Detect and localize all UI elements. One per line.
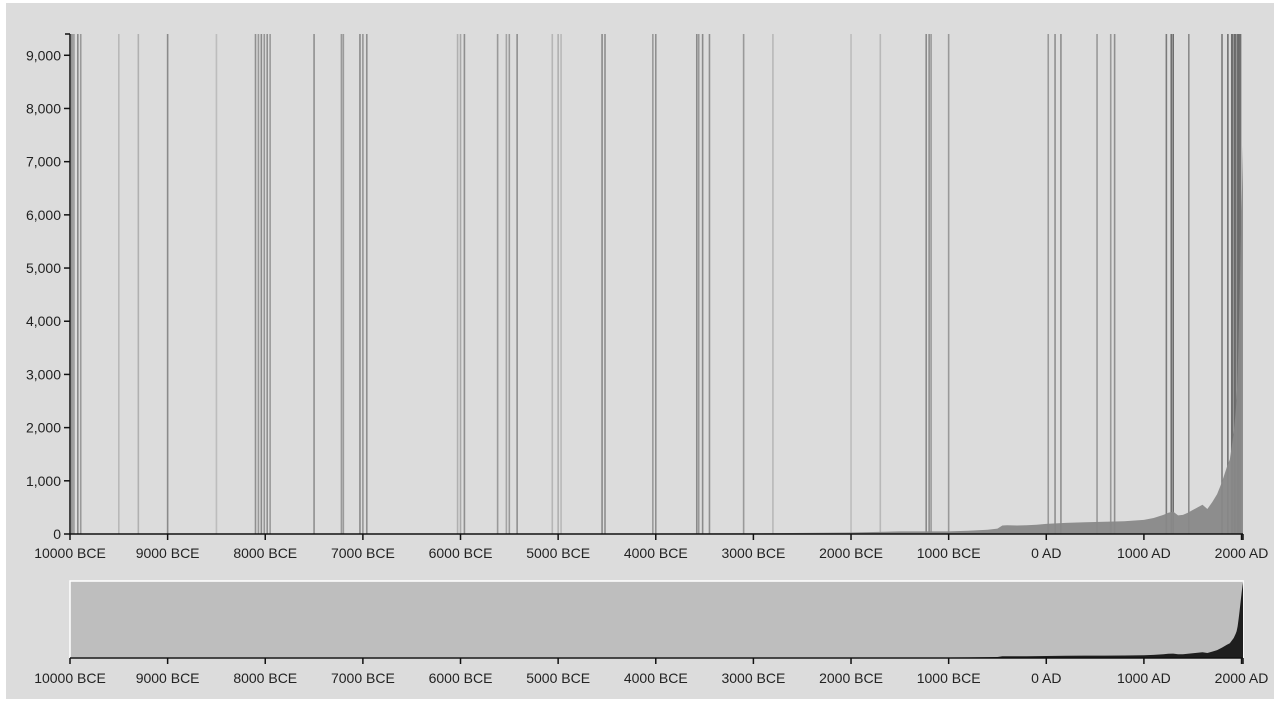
x-tick-label: 9000 BCE: [136, 545, 200, 561]
focus-x-axis: 10000 BCE 9000 BCE 8000 BCE 7000 BCE 6000 BC…: [34, 533, 1269, 561]
x-tick-label: 2000 BCE: [819, 545, 883, 561]
x-tick-label: 3000 BCE: [721, 545, 785, 561]
context-x-tick-label: 10000 BCE: [34, 670, 106, 686]
y-tick-label: 8,000: [26, 100, 61, 116]
y-tick-label: 0: [53, 526, 61, 542]
focus-chart: 0 1,000 2,000 3,000 4,000 5,000 6,000 7,000 8,00…: [26, 33, 1269, 561]
context-x-tick-label: 1000 AD: [1117, 670, 1171, 686]
x-tick-label: 4000 BCE: [624, 545, 688, 561]
context-x-tick-label: 0 AD: [1031, 670, 1061, 686]
x-tick-label: 6000 BCE: [429, 545, 493, 561]
context-x-tick-label: 8000 BCE: [233, 670, 297, 686]
focus-y-axis: 0 1,000 2,000 3,000 4,000 5,000 6,000 7,000 8,00…: [26, 33, 71, 542]
y-tick-label: 9,000: [26, 47, 61, 63]
y-tick-label: 3,000: [26, 366, 61, 382]
context-x-tick-label: 3000 BCE: [721, 670, 785, 686]
context-x-tick-label: 2000 BCE: [819, 670, 883, 686]
context-x-tick-label: 2000 AD: [1215, 670, 1269, 686]
x-tick-label: 1000 BCE: [917, 545, 981, 561]
x-tick-label: 5000 BCE: [526, 545, 590, 561]
chart-container: 0 1,000 2,000 3,000 4,000 5,000 6,000 7,000 8,00…: [6, 3, 1274, 699]
brush-selection[interactable]: [69, 580, 1244, 659]
y-tick-label: 7,000: [26, 154, 61, 170]
context-x-tick-label: 6000 BCE: [429, 670, 493, 686]
y-tick-label: 1,000: [26, 473, 61, 489]
event-lines: [71, 34, 1242, 534]
y-tick-label: 6,000: [26, 207, 61, 223]
y-tick-label: 5,000: [26, 260, 61, 276]
context-x-tick-label: 4000 BCE: [624, 670, 688, 686]
x-tick-label: 0 AD: [1031, 545, 1061, 561]
context-chart[interactable]: 10000 BCE 9000 BCE 8000 BCE 7000 BCE 6000 BC…: [34, 580, 1269, 686]
y-tick-label: 2,000: [26, 420, 61, 436]
context-x-tick-label: 1000 BCE: [917, 670, 981, 686]
context-x-tick-label: 5000 BCE: [526, 670, 590, 686]
context-x-tick-label: 9000 BCE: [136, 670, 200, 686]
x-tick-label: 1000 AD: [1117, 545, 1171, 561]
x-tick-label: 2000 AD: [1215, 545, 1269, 561]
context-x-axis: 10000 BCE 9000 BCE 8000 BCE 7000 BCE 6000 BC…: [34, 657, 1269, 686]
x-tick-label: 10000 BCE: [34, 545, 106, 561]
x-tick-label: 8000 BCE: [233, 545, 297, 561]
context-x-tick-label: 7000 BCE: [331, 670, 395, 686]
x-tick-label: 7000 BCE: [331, 545, 395, 561]
y-tick-label: 4,000: [26, 313, 61, 329]
timeline-chart: 0 1,000 2,000 3,000 4,000 5,000 6,000 7,000 8,00…: [26, 33, 1269, 686]
